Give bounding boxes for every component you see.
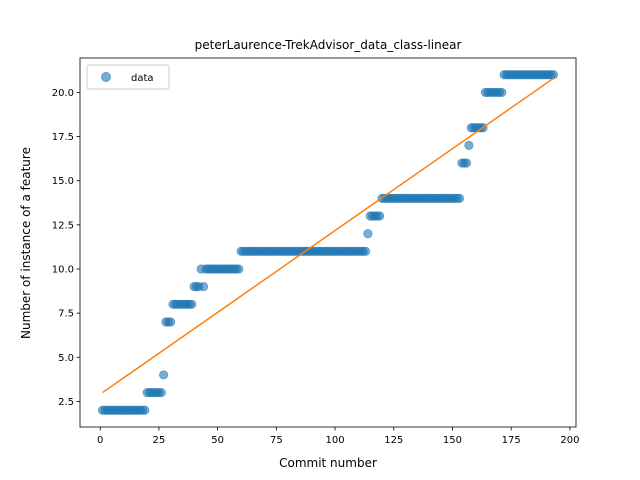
chart-title: peterLaurence-TrekAdvisor_data_class-lin… bbox=[195, 38, 462, 52]
data-point bbox=[375, 212, 383, 220]
y-tick-label: 17.5 bbox=[52, 132, 74, 143]
data-point bbox=[364, 229, 372, 237]
y-tick-label: 15.0 bbox=[52, 176, 74, 187]
x-tick-label: 150 bbox=[443, 435, 462, 446]
data-point bbox=[199, 282, 207, 290]
x-tick-label: 175 bbox=[502, 435, 521, 446]
y-tick-label: 10.0 bbox=[52, 264, 74, 275]
data-point bbox=[465, 141, 473, 149]
y-tick-label: 7.5 bbox=[58, 309, 74, 320]
y-tick-label: 2.5 bbox=[58, 397, 74, 408]
x-tick-label: 50 bbox=[211, 435, 224, 446]
x-axis-label: Commit number bbox=[279, 456, 377, 470]
y-tick-label: 12.5 bbox=[52, 220, 74, 231]
x-tick-label: 200 bbox=[560, 435, 579, 446]
data-point bbox=[157, 388, 165, 396]
data-point bbox=[455, 194, 463, 202]
data-point bbox=[361, 247, 369, 255]
x-tick-label: 100 bbox=[325, 435, 344, 446]
legend-box bbox=[87, 65, 169, 89]
legend-marker-data bbox=[102, 73, 111, 82]
y-tick-label: 5.0 bbox=[58, 353, 74, 364]
data-point bbox=[235, 265, 243, 273]
data-point bbox=[549, 71, 557, 79]
data-point bbox=[159, 371, 167, 379]
legend: data bbox=[87, 65, 169, 89]
data-point bbox=[141, 406, 149, 414]
legend-label-data: data bbox=[131, 73, 154, 84]
data-point bbox=[498, 88, 506, 96]
x-tick-label: 0 bbox=[97, 435, 103, 446]
x-tick-label: 75 bbox=[270, 435, 283, 446]
data-point bbox=[188, 300, 196, 308]
y-tick-label: 20.0 bbox=[52, 88, 74, 99]
y-axis-label: Number of instance of a feature bbox=[19, 147, 33, 339]
x-tick-label: 125 bbox=[384, 435, 403, 446]
x-tick-label: 25 bbox=[153, 435, 166, 446]
data-point bbox=[462, 159, 470, 167]
data-point bbox=[166, 318, 174, 326]
